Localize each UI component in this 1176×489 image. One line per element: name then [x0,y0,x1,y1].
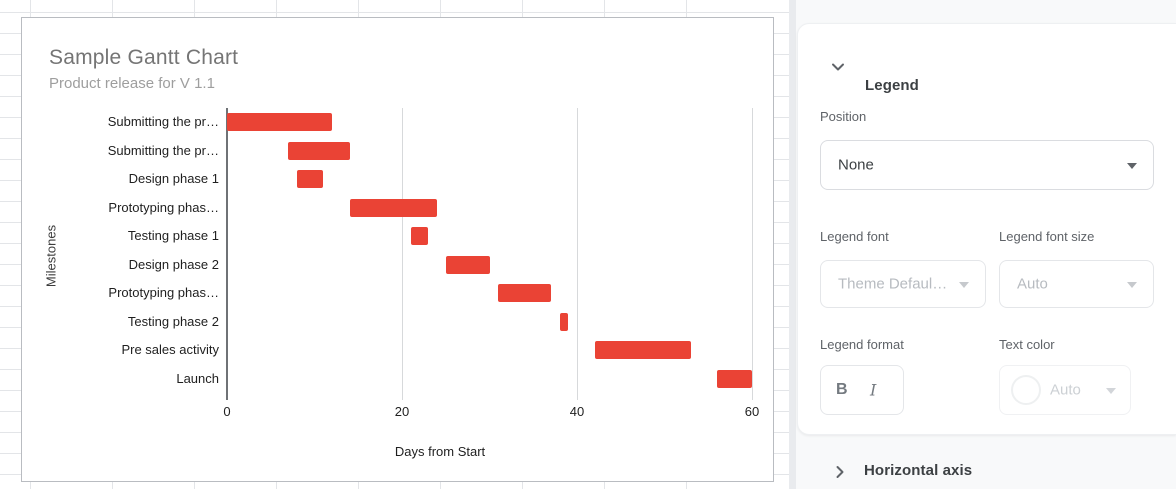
legend-font-size-value: Auto [1017,275,1048,293]
gantt-bar [410,227,429,246]
dropdown-arrow-icon [1127,163,1137,169]
chart-editor-panel: Legend Position None Legend font Legend … [789,0,1176,489]
gantt-bar [717,369,752,388]
gantt-bar [559,312,569,331]
legend-section-title[interactable]: Legend [865,77,919,94]
plot-gridline [577,108,578,400]
category-label: Testing phase 2 [127,313,219,329]
category-label: Launch [176,370,219,386]
x-tick-label: 40 [569,404,585,419]
legend-font-size-dropdown: Auto [999,260,1154,308]
gantt-bar [227,113,332,132]
category-label: Prototyping phas… [108,199,219,215]
gantt-bar [445,255,490,274]
category-label: Design phase 1 [128,171,219,187]
chevron-right-icon [831,463,849,481]
legend-font-value: Theme Defaul… [838,275,948,293]
category-label: Pre sales activity [121,342,219,358]
legend-font-dropdown: Theme Defaul… [820,260,986,308]
y-axis-baseline [226,108,228,400]
bold-button[interactable]: B [836,381,848,398]
panel-divider [789,0,796,489]
category-label: Testing phase 1 [127,228,219,244]
text-color-dropdown: Auto [999,365,1131,415]
plot-gridline [752,108,753,400]
chart-title: Sample Gantt Chart [49,46,239,69]
category-label: Submitting the pr… [107,114,219,130]
dropdown-arrow-icon [1127,282,1137,288]
text-color-label: Text color [999,337,1055,352]
chevron-down-icon[interactable] [829,58,847,76]
x-tick-label: 0 [223,404,231,419]
gantt-chart-card[interactable]: Sample Gantt Chart Product release for V… [21,17,774,482]
text-color-value: Auto [1050,381,1081,399]
dropdown-arrow-icon [1106,388,1116,394]
italic-button[interactable]: I [870,380,877,400]
x-tick-label: 60 [744,404,760,419]
gantt-bar [288,141,350,160]
position-value: None [838,156,874,174]
plot-gridline [402,108,403,400]
legend-font-size-label: Legend font size [999,229,1095,244]
category-label: Design phase 2 [128,256,219,272]
legend-format-label: Legend format [820,337,904,352]
position-dropdown[interactable]: None [820,140,1154,190]
horizontal-axis-section[interactable]: Horizontal axis [789,452,1176,489]
chart-subtitle: Product release for V 1.1 [49,75,215,92]
category-label: Prototyping phas… [108,285,219,301]
category-label: Submitting the pr… [107,142,219,158]
gantt-bar [594,341,691,360]
position-label: Position [820,109,867,124]
y-axis-title: Milestones [43,224,59,288]
gantt-bar [297,170,324,189]
gantt-bar [498,284,551,303]
legend-format-group: B I [820,365,904,415]
dropdown-arrow-icon [959,282,969,288]
color-swatch-icon [1011,375,1041,405]
legend-section-card: Legend Position None Legend font Legend … [797,23,1176,435]
x-axis-title: Days from Start [394,444,486,459]
horizontal-axis-section-title: Horizontal axis [864,462,973,479]
legend-font-label: Legend font [820,229,889,244]
gantt-plot-area: 0 20 40 60 Submitting the pr… Submitting the … [22,18,773,481]
x-tick-label: 20 [394,404,410,419]
gantt-bar [349,198,437,217]
